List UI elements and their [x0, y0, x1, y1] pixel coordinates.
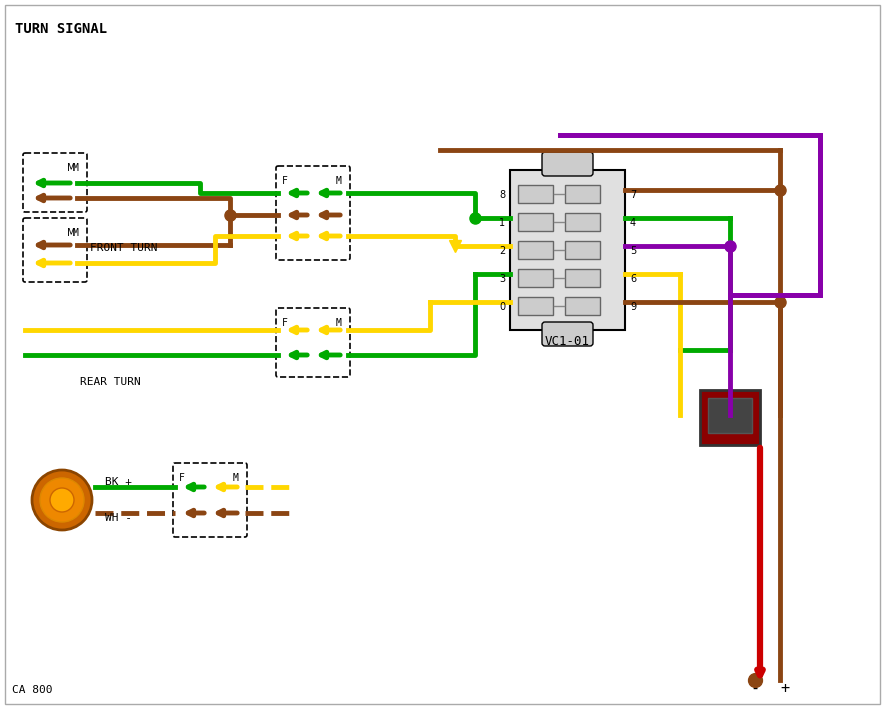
Text: +: + — [781, 681, 789, 696]
Text: 2: 2 — [499, 246, 505, 256]
Bar — [708, 398, 752, 433]
Text: WH -: WH - — [105, 513, 132, 523]
Bar — [565, 297, 600, 315]
Text: M: M — [233, 473, 239, 483]
Bar — [518, 213, 553, 231]
Text: 3: 3 — [499, 274, 505, 284]
Bar — [518, 185, 553, 203]
Text: FRONT TURN: FRONT TURN — [90, 243, 158, 253]
Text: M: M — [67, 228, 75, 238]
FancyBboxPatch shape — [542, 322, 593, 346]
Text: BK +: BK + — [105, 477, 132, 487]
Circle shape — [40, 478, 84, 522]
Circle shape — [32, 470, 92, 530]
Text: 8: 8 — [499, 190, 505, 200]
Bar — [565, 241, 600, 259]
Bar — [518, 241, 553, 259]
Text: 9: 9 — [630, 302, 636, 312]
Text: 4: 4 — [630, 218, 636, 228]
Text: M: M — [336, 318, 342, 328]
Bar — [565, 269, 600, 287]
FancyBboxPatch shape — [542, 152, 593, 176]
Bar — [565, 213, 600, 231]
Text: F: F — [282, 318, 288, 328]
Text: 6: 6 — [630, 274, 636, 284]
Text: 0: 0 — [499, 302, 505, 312]
Bar — [518, 297, 553, 315]
Text: REAR TURN: REAR TURN — [80, 377, 141, 387]
Text: 1: 1 — [499, 218, 505, 228]
Bar — [510, 170, 625, 330]
Circle shape — [50, 488, 74, 512]
Text: F: F — [179, 473, 185, 483]
Bar — [565, 185, 600, 203]
Text: 7: 7 — [630, 190, 636, 200]
Text: M: M — [73, 163, 79, 173]
Text: -: - — [750, 681, 759, 696]
Text: TURN SIGNAL: TURN SIGNAL — [15, 22, 107, 36]
Text: F: F — [282, 176, 288, 186]
Text: CA 800: CA 800 — [12, 685, 52, 695]
Text: M: M — [336, 176, 342, 186]
Text: M: M — [73, 228, 79, 238]
Text: M: M — [67, 163, 75, 173]
Text: VC1-01: VC1-01 — [544, 335, 589, 348]
Bar — [518, 269, 553, 287]
Text: 5: 5 — [630, 246, 636, 256]
Bar — [700, 390, 760, 445]
